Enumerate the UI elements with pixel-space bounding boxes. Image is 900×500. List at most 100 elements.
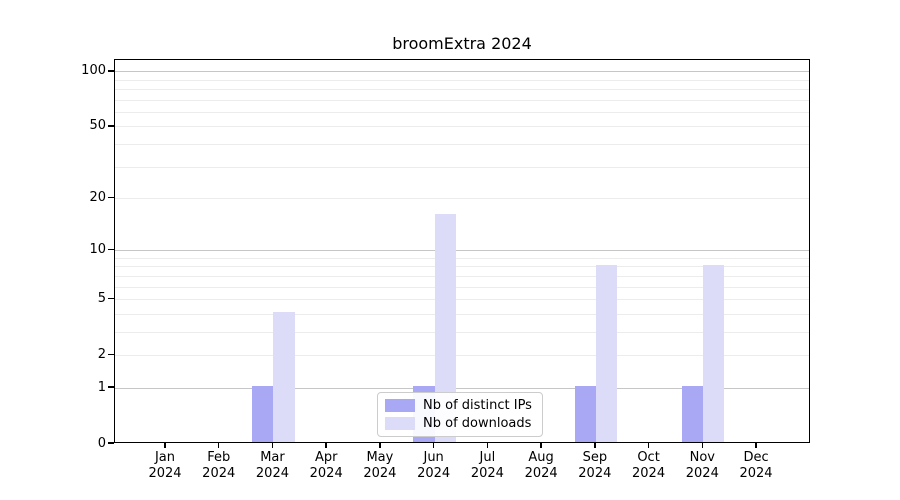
x-tick-year: 2024 [685, 466, 719, 481]
bar-distinct-ips-mar-2024 [252, 386, 274, 442]
x-tick-month: Jun [423, 450, 444, 465]
legend-swatch-distinct-ips [385, 399, 415, 412]
y-tick-label: 20 [89, 190, 106, 205]
x-tick-mark [755, 443, 757, 448]
y-minor-gridline [115, 275, 809, 277]
x-tick-mark [432, 443, 435, 448]
x-tick-year: 2024 [255, 466, 289, 481]
x-tick-month: Sep [582, 450, 608, 465]
y-minor-gridline [115, 286, 809, 288]
x-tick-label: Aug 2024 [499, 450, 583, 482]
legend-swatch-downloads [385, 417, 415, 430]
legend-label-distinct-ips: Nb of distinct IPs [423, 398, 532, 413]
x-tick-label: May 2024 [338, 450, 422, 482]
bar-distinct-ips-sep-2024 [574, 386, 596, 442]
x-tick-label: Jul 2024 [445, 450, 529, 482]
x-tick-year: 2024 [470, 466, 504, 481]
y-minor-gridline [115, 257, 809, 259]
y-major-gridline [115, 250, 809, 252]
x-tick-label: Jan 2024 [123, 450, 207, 482]
y-minor-gridline [115, 198, 809, 199]
x-tick-month: Feb [207, 450, 231, 465]
legend: Nb of distinct IPs Nb of downloads [377, 392, 543, 437]
x-tick-year: 2024 [632, 466, 666, 481]
y-tick-mark [108, 248, 114, 251]
y-minor-gridline [115, 99, 809, 101]
x-tick-month: Dec [743, 450, 769, 465]
chart-title: broomExtra 2024 [392, 34, 532, 53]
y-tick-mark [108, 442, 114, 444]
y-minor-gridline [115, 354, 809, 356]
legend-label-downloads: Nb of downloads [423, 416, 532, 431]
x-tick-year: 2024 [524, 466, 558, 481]
x-tick-year: 2024 [739, 466, 773, 481]
x-tick-mark [701, 443, 703, 448]
y-minor-gridline [115, 144, 809, 146]
y-tick-label: 5 [97, 291, 106, 307]
y-minor-gridline [115, 166, 809, 168]
x-tick-mark [271, 443, 274, 448]
x-tick-mark [325, 443, 327, 448]
y-minor-gridline [115, 89, 809, 91]
bar-downloads-jun-2024 [434, 213, 456, 442]
y-tick-mark [108, 386, 114, 388]
y-tick-label: 100 [81, 63, 106, 79]
y-minor-gridline [115, 266, 809, 268]
x-tick-mark [540, 443, 542, 448]
x-tick-label: Oct 2024 [607, 450, 691, 482]
y-minor-gridline [115, 313, 809, 315]
x-tick-label: Feb 2024 [177, 450, 261, 482]
bar-downloads-mar-2024 [273, 312, 295, 442]
y-minor-gridline [115, 126, 809, 128]
plot-area [114, 59, 810, 443]
x-tick-month: Jul [479, 450, 496, 465]
y-minor-gridline [115, 299, 809, 301]
x-tick-mark [486, 443, 489, 448]
x-tick-year: 2024 [148, 466, 182, 481]
x-tick-month: Apr [314, 450, 338, 465]
x-tick-month: Nov [689, 450, 715, 465]
y-tick-mark [108, 70, 114, 72]
y-tick-mark [108, 297, 114, 300]
y-tick-mark [108, 353, 114, 356]
x-tick-month: Jan [154, 450, 176, 465]
x-tick-year: 2024 [363, 466, 397, 481]
x-tick-label: Sep 2024 [553, 450, 637, 482]
x-tick-year: 2024 [309, 466, 343, 481]
y-tick-mark [108, 125, 114, 127]
x-tick-year: 2024 [578, 466, 612, 481]
y-major-gridline [115, 71, 809, 73]
x-tick-label: Nov 2024 [660, 450, 744, 482]
x-tick-month: May [366, 450, 394, 465]
y-tick-label: 50 [89, 118, 106, 134]
x-tick-year: 2024 [417, 466, 451, 481]
y-major-gridline [115, 387, 809, 389]
legend-item-downloads: Nb of downloads [385, 416, 532, 431]
x-tick-month: Mar [260, 450, 285, 465]
x-tick-mark [594, 443, 596, 448]
y-minor-gridline [115, 331, 809, 333]
bar-distinct-ips-nov-2024 [682, 386, 704, 442]
legend-item-distinct-ips: Nb of distinct IPs [385, 398, 532, 413]
bar-downloads-nov-2024 [703, 264, 725, 442]
y-tick-mark [108, 196, 114, 199]
x-tick-mark [379, 443, 381, 448]
y-tick-label: 1 [97, 379, 106, 395]
y-minor-gridline [115, 79, 809, 81]
y-tick-label: 2 [97, 346, 106, 362]
x-tick-label: Mar 2024 [230, 450, 314, 482]
bar-downloads-sep-2024 [595, 264, 618, 442]
x-tick-label: Jun 2024 [392, 450, 476, 482]
x-tick-year: 2024 [202, 466, 236, 481]
x-tick-label: Apr 2024 [284, 450, 368, 482]
x-tick-mark [164, 443, 166, 448]
y-minor-gridline [115, 112, 809, 114]
x-tick-mark [647, 443, 650, 448]
x-tick-month: Aug [528, 450, 554, 465]
x-tick-month: Oct [637, 450, 660, 465]
x-tick-mark [218, 443, 220, 448]
x-tick-label: Dec 2024 [714, 450, 798, 482]
y-tick-label: 10 [89, 242, 106, 258]
y-tick-label: 0 [97, 435, 106, 451]
